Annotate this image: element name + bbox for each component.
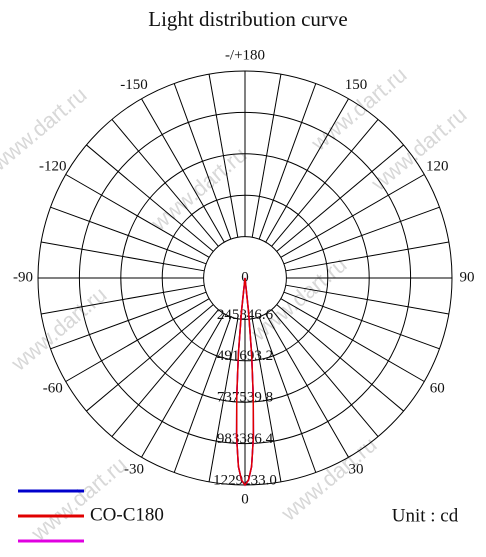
grid-spoke xyxy=(50,206,207,265)
grid-spoke xyxy=(276,144,404,252)
watermark: www.dart.ru xyxy=(6,282,112,376)
grid-spoke xyxy=(265,313,349,458)
grid-spoke xyxy=(251,318,282,482)
theta-tick-label: -60 xyxy=(43,380,63,396)
grid-spoke xyxy=(65,298,210,382)
r-tick-label: 983386.4 xyxy=(217,431,274,447)
grid-spoke xyxy=(41,284,205,315)
r-tick-label: 245846.6 xyxy=(217,307,274,323)
grid-spoke xyxy=(111,309,219,437)
watermark: www.dart.ru xyxy=(246,252,352,346)
grid-spoke xyxy=(283,291,440,350)
theta-tick-label: -/+180 xyxy=(225,47,265,63)
grid-spoke xyxy=(86,144,214,252)
grid-spoke xyxy=(271,119,379,247)
grid-spoke xyxy=(173,83,232,240)
r-tick-label: 737539.8 xyxy=(217,390,273,406)
grid-spoke xyxy=(271,309,379,437)
theta-tick-label: 60 xyxy=(430,380,445,396)
r-tick-label: 1229233.0 xyxy=(213,472,277,488)
grid-spoke xyxy=(265,98,349,243)
grid-spoke xyxy=(283,206,440,265)
grid-spoke xyxy=(258,83,317,240)
theta-tick-label: 0 xyxy=(241,491,249,507)
theta-tick-label: -150 xyxy=(120,77,148,93)
theta-tick-label: 30 xyxy=(349,462,364,478)
grid-spoke xyxy=(208,74,239,238)
series-curve xyxy=(235,277,255,487)
grid-spoke xyxy=(50,291,207,350)
theta-tick-label: 90 xyxy=(460,269,475,285)
grid-spoke xyxy=(141,98,225,243)
grid-spoke xyxy=(285,284,449,315)
legend-label: CO-C180 xyxy=(90,504,164,525)
grid-spoke xyxy=(111,119,219,247)
grid-spoke xyxy=(258,316,317,473)
grid-spoke xyxy=(285,241,449,272)
grid-spoke xyxy=(65,174,210,258)
grid-spoke xyxy=(208,318,239,482)
theta-tick-label: 120 xyxy=(426,158,449,174)
grid-spoke xyxy=(280,174,425,258)
unit-label: Unit : cd xyxy=(392,505,459,526)
theta-tick-label: -120 xyxy=(39,158,67,174)
watermark: www.dart.ru xyxy=(366,102,472,196)
grid-spoke xyxy=(280,298,425,382)
theta-tick-label: -90 xyxy=(13,269,33,285)
theta-tick-label: 150 xyxy=(345,77,368,93)
theta-tick-label: -30 xyxy=(124,462,144,478)
grid-spoke xyxy=(276,304,404,412)
chart-title: Light distribution curve xyxy=(148,7,347,31)
grid-spoke xyxy=(141,313,225,458)
watermark: www.dart.ru xyxy=(26,452,132,546)
grid-spoke xyxy=(41,241,205,272)
r-tick-label: 491693.2 xyxy=(217,348,273,364)
grid-spoke xyxy=(173,316,232,473)
grid-spoke xyxy=(251,74,282,238)
r-tick-label: 0 xyxy=(241,269,249,285)
grid-spoke xyxy=(86,304,214,412)
